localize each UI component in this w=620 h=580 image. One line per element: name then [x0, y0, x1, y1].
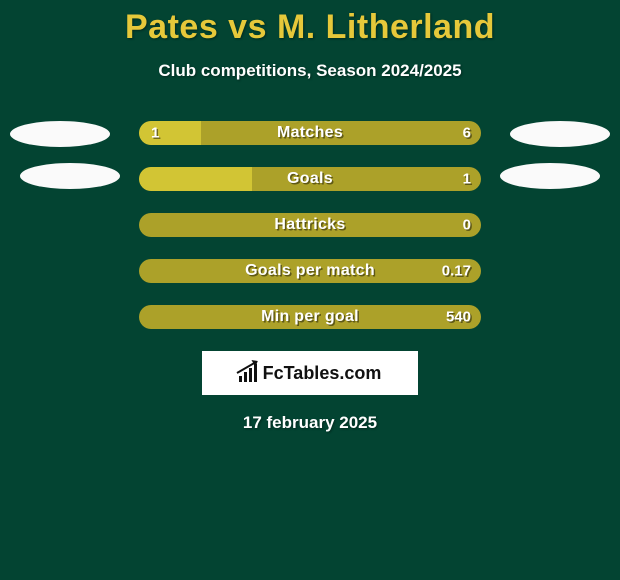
- stat-label: Goals per match: [139, 262, 481, 280]
- bar-track: Hattricks 0: [139, 213, 481, 237]
- chart-icon: [239, 364, 257, 382]
- bar-track: Min per goal 540: [139, 305, 481, 329]
- date-text: 17 february 2025: [0, 413, 620, 433]
- stat-row-hattricks: Hattricks 0: [0, 213, 620, 237]
- bar-track: Goals per match 0.17: [139, 259, 481, 283]
- stat-right-value: 540: [446, 309, 471, 326]
- subtitle: Club competitions, Season 2024/2025: [0, 61, 620, 81]
- stats-area: 1 Matches 6 Goals 1 Hattricks 0 Goals pe…: [0, 121, 620, 329]
- stat-row-goals: Goals 1: [0, 167, 620, 191]
- stat-right-value: 0: [463, 217, 471, 234]
- bar-track: Goals 1: [139, 167, 481, 191]
- bar-track: 1 Matches 6: [139, 121, 481, 145]
- bar-fill: [139, 121, 201, 145]
- stat-row-min-per-goal: Min per goal 540: [0, 305, 620, 329]
- page-title: Pates vs M. Litherland: [0, 0, 620, 47]
- stat-left-value: 1: [151, 125, 159, 142]
- stat-row-matches: 1 Matches 6: [0, 121, 620, 145]
- logo-text: FcTables.com: [263, 363, 382, 384]
- bar-fill: [139, 167, 252, 191]
- stat-row-goals-per-match: Goals per match 0.17: [0, 259, 620, 283]
- stat-label: Hattricks: [139, 216, 481, 234]
- stat-right-value: 6: [463, 125, 471, 142]
- stat-right-value: 0.17: [442, 263, 471, 280]
- stat-right-value: 1: [463, 171, 471, 188]
- logo-box: FcTables.com: [202, 351, 418, 395]
- stat-label: Min per goal: [139, 308, 481, 326]
